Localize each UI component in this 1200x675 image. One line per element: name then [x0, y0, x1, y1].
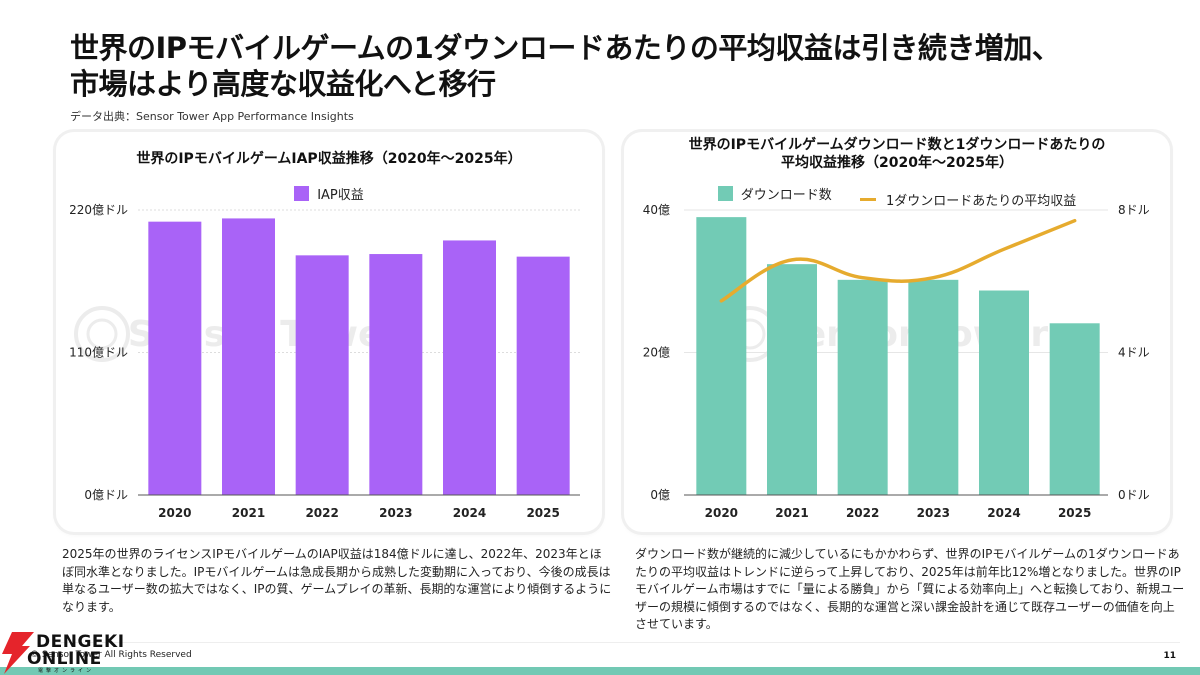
legend-item-arpd: 1ダウンロードあたりの平均収益	[859, 190, 1077, 209]
x-tick-label: 2025	[1058, 506, 1091, 520]
title-line-1: 世界のIPモバイルゲームの1ダウンロードあたりの平均収益は引き続き増加、	[70, 31, 1061, 65]
x-tick-label: 2023	[917, 506, 950, 520]
legend-swatch-downloads	[717, 186, 733, 201]
legend-item-iap: IAP収益	[294, 184, 364, 203]
legend-item-downloads: ダウンロード数	[717, 184, 832, 203]
chart-legend: ダウンロード数 1ダウンロードあたりの平均収益	[624, 184, 1170, 209]
watermark-logo-inner-icon	[86, 318, 118, 350]
downloads-description: ダウンロード数が継続的に減少しているにもかかわらず、世界のIPモバイルゲームの1…	[635, 547, 1185, 631]
x-tick-label: 2021	[775, 506, 808, 520]
bar-iap-2020	[148, 221, 202, 495]
footer-band	[0, 667, 1200, 675]
y-tick-label: 220億ドル	[69, 203, 128, 217]
chart-title-line-1: 世界のIPモバイルゲームダウンロード数と1ダウンロードあたりの	[688, 137, 1106, 153]
iap-revenue-chart-card: 世界のIPモバイルゲームIAP収益推移（2020年～2025年） IAP収益 S…	[56, 132, 602, 532]
y-tick-label: 110億ドル	[69, 346, 128, 360]
bar-downloads-2025	[1049, 323, 1100, 495]
logo-text-online: ONLINE	[27, 649, 102, 669]
dengeki-lightning-logo-icon	[2, 632, 34, 674]
x-tick-label: 2024	[453, 506, 486, 520]
bar-iap-2022	[295, 255, 349, 495]
x-tick-label: 2021	[232, 506, 265, 520]
legend-swatch-iap	[294, 186, 310, 201]
iap-description: 2025年の世界のライセンスIPモバイルゲームのIAP収益は184億ドルに達し、…	[62, 547, 612, 614]
y-left-tick-label: 40億	[643, 203, 670, 217]
chart-title: 世界のIPモバイルゲームIAP収益推移（2020年～2025年）	[136, 151, 522, 167]
bar-iap-2024	[443, 240, 496, 495]
y-right-tick-label: 0ドル	[1118, 488, 1150, 502]
x-tick-label: 2020	[705, 506, 738, 520]
y-left-tick-label: 20億	[643, 346, 670, 360]
watermark-logo-icon	[74, 306, 130, 362]
legend-label-iap: IAP収益	[317, 188, 364, 203]
downloads-arpd-chart-card: 世界のIPモバイルゲームダウンロード数と1ダウンロードあたりの 平均収益推移（2…	[624, 132, 1170, 532]
page-title: 世界のIPモバイルゲームの1ダウンロードあたりの平均収益は引き続き増加、 市場は…	[70, 30, 1170, 102]
chart-title: 世界のIPモバイルゲームダウンロード数と1ダウンロードあたりの 平均収益推移（2…	[624, 136, 1170, 172]
legend-swatch-arpd	[859, 198, 876, 201]
line-arpd	[719, 218, 1077, 303]
title-line-2: 市場はより高度な収益化へと移行	[70, 67, 496, 101]
x-tick-label: 2020	[158, 506, 191, 520]
logo-subtext: 電撃オンライン	[38, 668, 95, 674]
chart-title-line-2: 平均収益推移（2020年～2025年）	[781, 155, 1013, 171]
x-tick-label: 2022	[305, 506, 338, 520]
x-tick-label: 2025	[526, 506, 559, 520]
bar-iap-2021	[222, 218, 275, 495]
bar-iap-2023	[369, 254, 423, 495]
bar-downloads-2022	[837, 279, 888, 495]
bar-downloads-2020	[696, 217, 747, 495]
copyright-text: © Sensor Tower All Rights Reserved	[30, 650, 192, 660]
data-source: データ出典：Sensor Tower App Performance Insig…	[70, 110, 354, 123]
x-tick-label: 2023	[379, 506, 412, 520]
y-right-tick-label: 4ドル	[1118, 346, 1150, 360]
bar-iap-2025	[516, 256, 570, 495]
bar-downloads-2023	[908, 279, 959, 495]
legend-label-arpd: 1ダウンロードあたりの平均収益	[885, 194, 1077, 209]
x-tick-label: 2024	[987, 506, 1020, 520]
bar-downloads-2021	[767, 264, 817, 495]
legend-label-downloads: ダウンロード数	[740, 188, 832, 203]
y-right-tick-label: 8ドル	[1118, 203, 1150, 217]
y-tick-label: 0億ドル	[84, 488, 128, 502]
iap-bar-chart: Sensor Tower0億ドル110億ドル220億ドル202020212022…	[69, 203, 580, 520]
chart-legend: IAP収益	[56, 184, 602, 205]
y-left-tick-label: 0億	[650, 488, 670, 502]
logo-text-dengeki: DENGEKI	[36, 632, 125, 652]
page-number: 11	[1163, 651, 1176, 661]
bar-downloads-2024	[979, 290, 1029, 495]
x-tick-label: 2022	[846, 506, 879, 520]
footer-divider	[56, 642, 1180, 643]
downloads-arpd-combo-chart: Sensor Tower0億20億40億0ドル4ドル8ドル20202021202…	[643, 203, 1150, 520]
